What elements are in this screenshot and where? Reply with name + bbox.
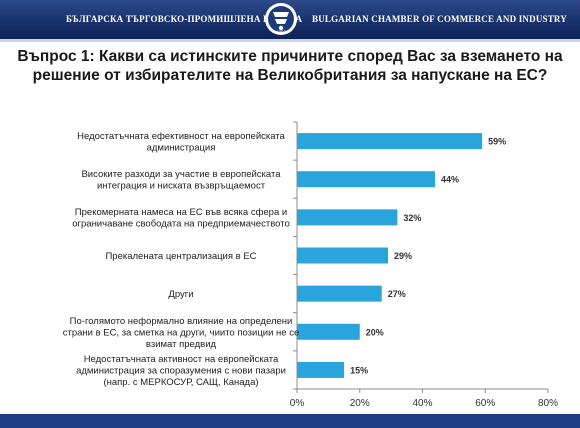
footer-bar [0, 414, 580, 428]
chart-title: Въпрос 1: Какви са истинските причините … [17, 48, 563, 84]
bar [297, 323, 360, 340]
category-label: Недостатъчната активност на европейската… [76, 354, 286, 388]
category-label: Други [168, 289, 193, 300]
x-tick-label: 40% [412, 398, 432, 409]
bar-value-label: 29% [394, 251, 412, 261]
bar-value-label: 59% [488, 137, 506, 147]
x-tick-label: 20% [350, 398, 370, 409]
bar-value-label: 20% [366, 327, 384, 337]
header-banner: БЪЛГАРСКА ТЪРГОВСКО-ПРОМИШЛЕНА ПАЛАТА BU… [0, 0, 580, 42]
bar-value-label: 27% [388, 289, 406, 299]
bar [297, 171, 436, 188]
x-tick-label: 60% [475, 398, 495, 409]
category-label: Недостатъчната ефективност на европейска… [77, 131, 285, 154]
x-tick-label: 80% [538, 398, 558, 409]
bar [297, 133, 483, 150]
header-stripe [0, 39, 580, 42]
bar [297, 209, 398, 226]
bar-value-label: 32% [403, 213, 421, 223]
x-tick-label: 0% [290, 398, 305, 409]
category-label: Прекалената централизация в ЕС [105, 251, 256, 262]
category-label: По-голямото неформално влияние на опреде… [63, 316, 300, 350]
bar [297, 285, 382, 302]
category-label: Високите разходи за участие в европейска… [81, 169, 281, 192]
org-name-en: BULGARIAN CHAMBER OF COMMERCE AND INDUST… [312, 14, 568, 24]
bar-value-label: 15% [350, 365, 368, 375]
logo-year: 1895 [276, 31, 286, 36]
category-label: Прекомерната намеса на ЕС във всяка сфер… [72, 207, 289, 230]
bar [297, 361, 345, 378]
bar-value-label: 44% [441, 175, 459, 185]
bar [297, 247, 388, 264]
org-name-bg: БЪЛГАРСКА ТЪРГОВСКО-ПРОМИШЛЕНА ПАЛАТА [66, 14, 303, 24]
chamber-emblem-icon [265, 3, 297, 35]
